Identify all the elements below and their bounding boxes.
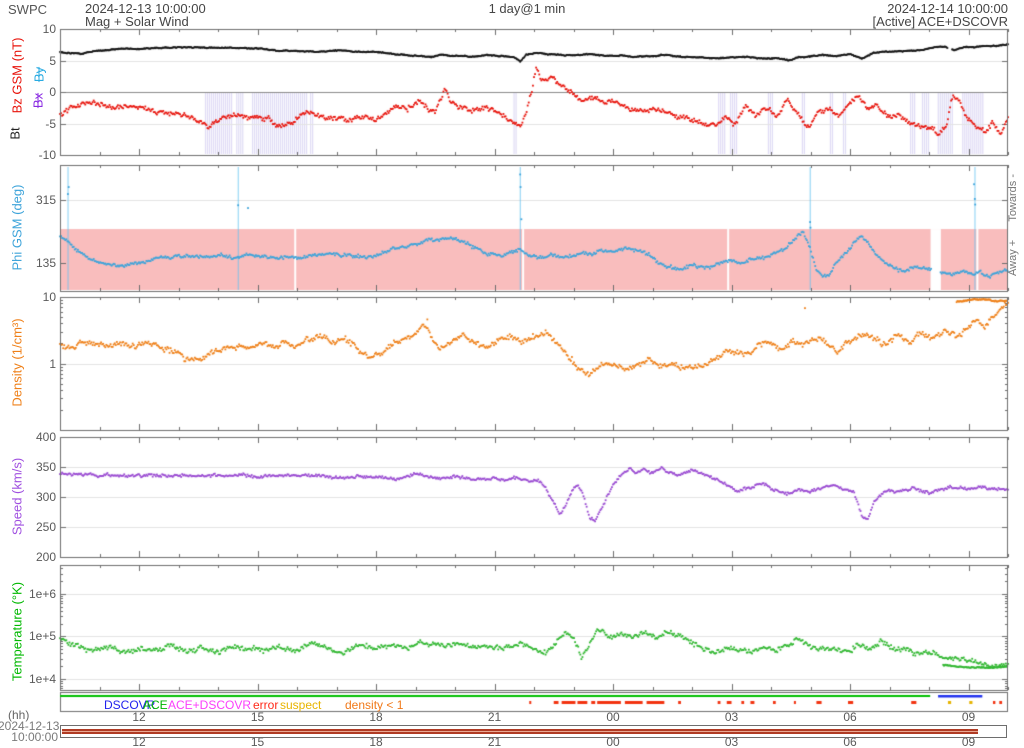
y-tick-label-tmp: 1e+6 — [28, 587, 56, 601]
legend-item-ace[interactable]: ACE — [143, 698, 168, 712]
legend-item-suspect[interactable]: suspect — [280, 698, 322, 712]
hour-label-bottom: 18 — [369, 735, 383, 748]
hours-unit-label: (hh) — [8, 708, 30, 722]
hour-label: 06 — [843, 710, 857, 724]
hour-label-bottom: 12 — [132, 735, 146, 748]
y-tick-label-mag: -10 — [38, 148, 56, 162]
hour-label-bottom: 06 — [843, 735, 857, 748]
start-datetime: 2024-12-13 10:00:00 — [85, 1, 206, 16]
coverage-progress-bar — [62, 729, 978, 734]
plot-subtitle: Mag + Solar Wind — [85, 14, 189, 29]
span-label: 1 day@1 min — [488, 1, 566, 16]
hour-label-bottom: 00 — [606, 735, 620, 748]
y-tick-label-phi: 315 — [35, 193, 56, 207]
y-tick-label-den: 10 — [42, 290, 56, 304]
data-coverage-strip — [60, 725, 1007, 738]
hour-label-bottom: 09 — [961, 735, 976, 748]
legend-item-ace-dscovr[interactable]: ACE+DSCOVR — [168, 698, 252, 712]
hour-label: 00 — [606, 710, 620, 724]
y-tick-label-spd: 250 — [35, 520, 56, 534]
hour-label-bottom: 15 — [250, 735, 265, 748]
end-datetime: 2024-12-14 10:00:00 — [887, 1, 1008, 16]
y-tick-label-mag: -5 — [45, 117, 56, 131]
y-tick-label-spd: 350 — [35, 460, 56, 474]
y-tick-label-spd: 400 — [35, 430, 56, 444]
hour-label: 21 — [487, 710, 502, 724]
y-tick-label-mag: 0 — [49, 85, 56, 99]
app-title: SWPC — [8, 2, 47, 17]
y-tick-label-mag: 10 — [42, 22, 56, 36]
legend-item-dscovr[interactable]: DSCOVR — [104, 698, 156, 712]
hour-label: 12 — [132, 710, 146, 724]
hour-label: 03 — [724, 710, 739, 724]
y-tick-label-spd: 200 — [35, 550, 56, 564]
legend-item-density-1[interactable]: density < 1 — [345, 698, 404, 712]
hour-label: 18 — [369, 710, 383, 724]
data-source-mode: [Active] ACE+DSCOVR — [872, 14, 1008, 29]
y-tick-label-tmp: 1e+4 — [28, 672, 56, 686]
hour-label: 09 — [961, 710, 976, 724]
hour-label-bottom: 21 — [487, 735, 502, 748]
y-tick-label-den: 1 — [49, 357, 56, 371]
y-tick-label-mag: 5 — [49, 54, 56, 68]
y-tick-label-phi: 135 — [35, 256, 56, 270]
hour-label-bottom: 03 — [724, 735, 739, 748]
hour-label: 15 — [250, 710, 265, 724]
footer-date: 2024-12-13 — [0, 719, 60, 733]
legend-item-error[interactable]: error — [253, 698, 279, 712]
y-tick-label-spd: 300 — [35, 490, 56, 504]
y-tick-label-tmp: 1e+5 — [28, 629, 56, 643]
footer-time: 10:00:00 — [11, 730, 58, 744]
